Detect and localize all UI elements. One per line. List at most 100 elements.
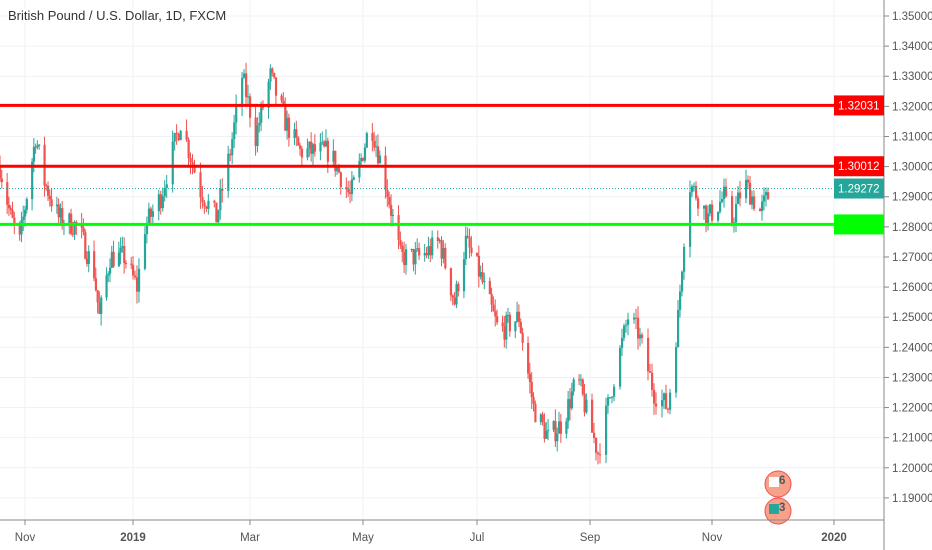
price-tick-label: 1.34000 bbox=[892, 41, 932, 53]
candle-body bbox=[362, 157, 365, 161]
candle-body bbox=[410, 249, 413, 251]
last-price-badge bbox=[834, 178, 884, 199]
level-price-label: 1.32031 bbox=[838, 100, 880, 112]
candle-body bbox=[173, 132, 176, 142]
candle-body bbox=[267, 81, 270, 108]
candle-body bbox=[249, 96, 252, 118]
candle-body bbox=[235, 104, 238, 123]
chart-title: British Pound / U.S. Dollar, 1D, FXCM bbox=[8, 8, 227, 23]
price-axis[interactable]: 1.35000 1.34000 1.33000 1.32000 1.31000 1.300… bbox=[884, 11, 932, 505]
candle-body bbox=[57, 204, 60, 218]
price-badges: 1.32031 1.30012 1.29272 bbox=[834, 95, 884, 235]
candle-body bbox=[0, 166, 2, 179]
candle-body bbox=[50, 199, 53, 207]
candle-body bbox=[613, 386, 616, 397]
candle-body bbox=[669, 392, 672, 410]
candle-body bbox=[695, 185, 698, 199]
candle-body bbox=[376, 146, 380, 164]
candle-body bbox=[112, 251, 115, 267]
candle-body bbox=[31, 161, 34, 200]
candle-body bbox=[749, 182, 752, 205]
candle-body bbox=[462, 259, 466, 292]
candle-body bbox=[457, 283, 460, 292]
candle-body bbox=[85, 258, 89, 264]
candle-body bbox=[453, 297, 456, 305]
candle-body bbox=[295, 129, 298, 138]
candle-body bbox=[556, 433, 559, 442]
candle-body bbox=[163, 188, 166, 197]
candle-body bbox=[508, 314, 512, 332]
candle-body bbox=[761, 201, 764, 212]
candle-body bbox=[665, 393, 668, 409]
candle-body bbox=[345, 187, 348, 190]
time-tick-label: Jul bbox=[470, 532, 485, 544]
candle-body bbox=[38, 144, 41, 146]
candle-body bbox=[597, 452, 600, 455]
horizontal-lines[interactable] bbox=[0, 103, 884, 226]
candle-body bbox=[55, 204, 59, 207]
candle-body bbox=[593, 432, 596, 439]
candle-body bbox=[399, 239, 402, 246]
candle-body bbox=[635, 317, 638, 319]
candle-body bbox=[431, 237, 434, 256]
candle-body bbox=[233, 122, 236, 140]
candle-body bbox=[583, 394, 586, 413]
candle-body bbox=[677, 309, 680, 348]
candle-body bbox=[717, 211, 720, 221]
candle-body bbox=[75, 222, 78, 224]
candle-body bbox=[572, 379, 575, 392]
candle-body bbox=[558, 421, 561, 434]
candle-body bbox=[607, 397, 610, 406]
candle-body bbox=[649, 371, 652, 373]
candle-body bbox=[229, 153, 232, 156]
candle-body bbox=[321, 141, 324, 143]
candle-body bbox=[34, 146, 37, 148]
candle-body bbox=[87, 251, 90, 264]
candle-body bbox=[203, 202, 206, 207]
candle-body bbox=[299, 145, 302, 149]
candle-body bbox=[494, 311, 497, 317]
candle-body bbox=[308, 141, 311, 149]
candle-body bbox=[217, 210, 220, 223]
candle-body bbox=[143, 234, 147, 269]
candle-body bbox=[274, 77, 278, 96]
candle-body bbox=[745, 179, 748, 199]
candle-body bbox=[519, 321, 522, 333]
event-count: 3 bbox=[779, 502, 785, 514]
candle-body bbox=[451, 295, 454, 298]
candle-body bbox=[205, 206, 208, 209]
candle-body bbox=[653, 389, 656, 404]
event-badges[interactable]: 63 bbox=[764, 470, 792, 525]
candle-body bbox=[585, 399, 588, 413]
candle-body bbox=[725, 186, 728, 197]
time-axis[interactable]: Nov 2019 Mar May Jul Sep Nov 2020 bbox=[15, 520, 847, 544]
time-tick-label: Nov bbox=[702, 532, 723, 544]
candle-body bbox=[753, 196, 756, 209]
candle-body bbox=[313, 144, 317, 152]
candle-body bbox=[388, 197, 391, 205]
time-tick-label: 2020 bbox=[821, 532, 847, 544]
candle-body bbox=[84, 232, 87, 259]
candle-body bbox=[201, 197, 204, 203]
candle-body bbox=[719, 201, 722, 212]
candle-body bbox=[93, 251, 96, 279]
candle-body bbox=[455, 283, 458, 305]
candle-body bbox=[286, 117, 289, 131]
candle-body bbox=[269, 68, 272, 82]
candle-body bbox=[9, 208, 12, 211]
candle-body bbox=[107, 273, 110, 276]
price-tick-label: 1.25000 bbox=[892, 312, 932, 324]
candle-body bbox=[521, 332, 524, 343]
candle-body bbox=[679, 291, 682, 310]
candle-body bbox=[133, 275, 137, 278]
price-tick-label: 1.31000 bbox=[892, 131, 932, 143]
level-price-badge bbox=[834, 214, 884, 235]
candle-body bbox=[352, 177, 355, 180]
candle-body bbox=[639, 334, 642, 339]
candle-body bbox=[145, 223, 149, 235]
candle-body bbox=[436, 237, 439, 241]
candle-body bbox=[123, 246, 126, 264]
candle-body bbox=[625, 324, 628, 326]
candle-body bbox=[213, 200, 216, 203]
